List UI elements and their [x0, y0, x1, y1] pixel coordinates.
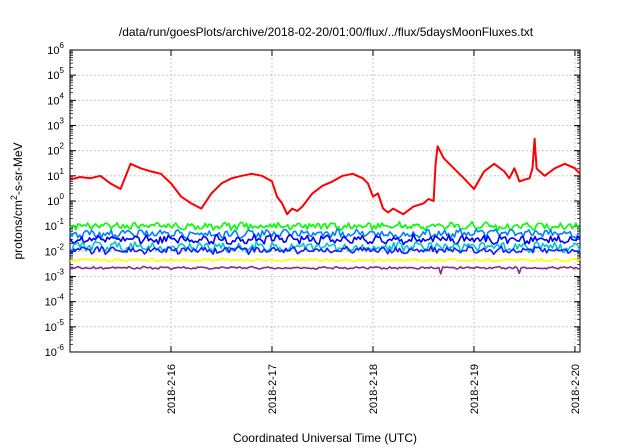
series-line: [69, 221, 581, 232]
series-line: [69, 137, 581, 216]
x-tick-label: 2018-2-16: [166, 364, 178, 414]
y-tick-label: 10-3: [45, 268, 65, 284]
series-line: [69, 265, 581, 275]
y-tick-label: 10-4: [45, 293, 65, 309]
y-tick-label: 106: [47, 41, 64, 57]
y-tick-label: 101: [47, 167, 64, 183]
series-line: [69, 228, 581, 240]
y-tick-label: 103: [47, 117, 64, 133]
y-tick-label: 10-1: [45, 217, 65, 233]
y-tick-label: 100: [47, 192, 64, 208]
grid-lines: [70, 50, 580, 352]
series-line: [69, 245, 581, 256]
chart-title: /data/run/goesPlots/archive/2018-02-20/0…: [119, 25, 534, 39]
series-line: [69, 257, 581, 263]
y-tick-label: 10-2: [45, 242, 65, 258]
series-line: [69, 233, 581, 246]
y-tick-label: 10-5: [45, 318, 65, 334]
x-tick-label: 2018-2-19: [469, 364, 481, 414]
x-tick-label: 2018-2-18: [368, 364, 380, 414]
x-tick-label: 2018-2-17: [267, 364, 279, 414]
y-tick-label: 105: [47, 66, 64, 82]
y-axis-label: protons/cm2-s-sr-MeV: [9, 142, 25, 259]
y-tick-label: 10-6: [45, 343, 65, 359]
y-tick-label: 104: [47, 91, 64, 107]
x-axis-label: Coordinated Universal Time (UTC): [233, 431, 417, 445]
data-series: [69, 137, 581, 275]
x-tick-label: 2018-2-20: [570, 364, 582, 414]
y-tick-label: 102: [47, 142, 64, 158]
axis-ticks: 10-6 10-5 10-4 10-3 10-2 10-1 100 101 102 103 104 1…: [45, 41, 582, 414]
